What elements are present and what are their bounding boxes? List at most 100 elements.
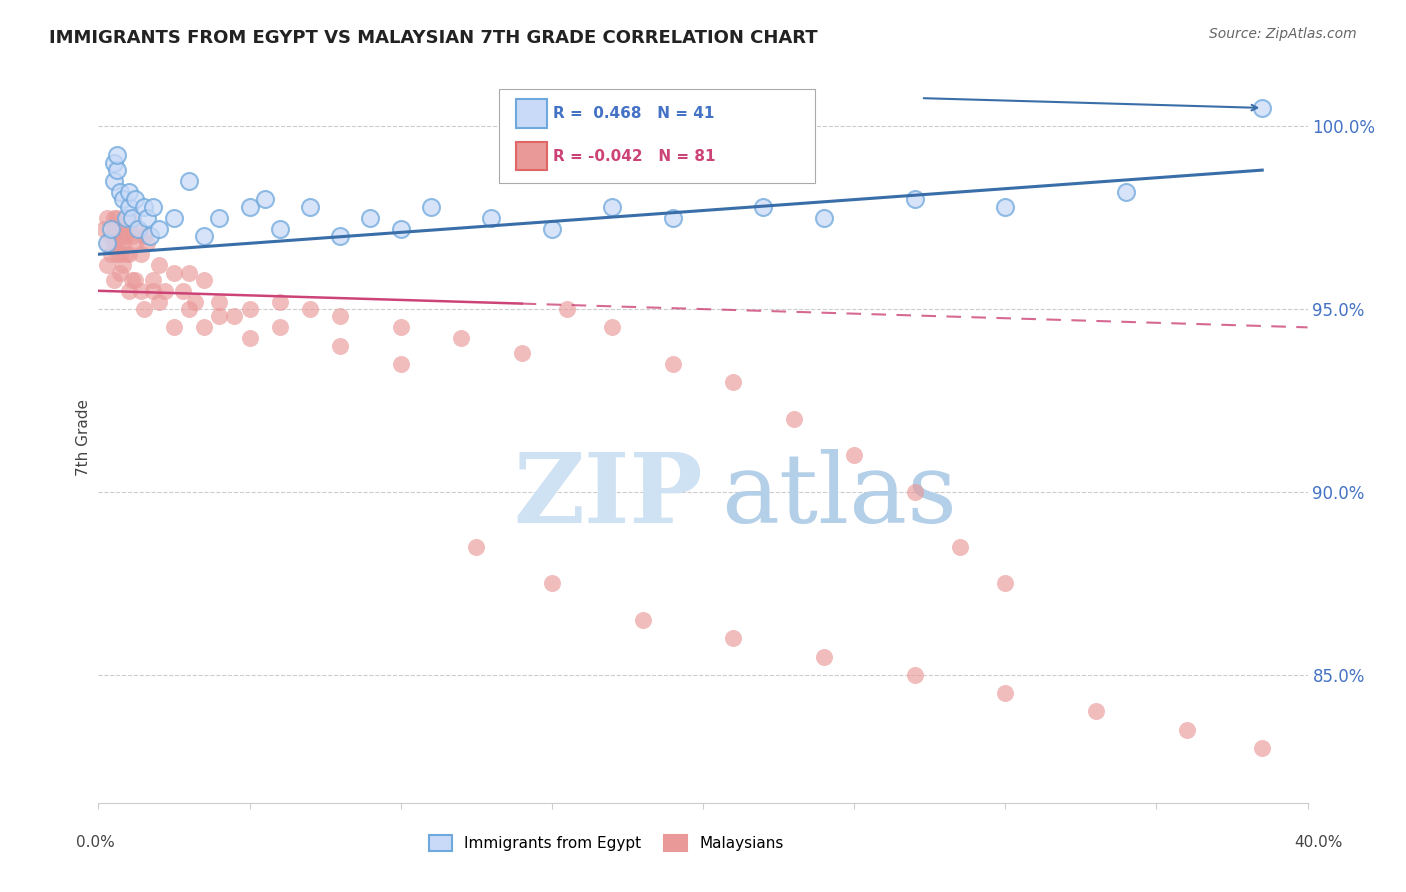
Point [208,310,231,324]
Point [132,200,155,214]
Point [904,668,927,682]
Point [193,273,215,287]
Point [153,284,176,298]
Point [904,485,927,500]
Point [127,221,149,235]
Point [360,211,382,225]
Point [121,229,143,244]
Point [163,211,186,225]
Point [114,229,136,244]
Point [148,294,170,309]
Point [132,302,155,317]
Point [904,193,927,207]
Point [253,193,276,207]
Point [121,273,143,287]
Point [163,266,186,280]
Point [118,185,141,199]
Point [389,357,412,371]
Y-axis label: 7th Grade: 7th Grade [76,399,91,475]
Point [96,258,118,272]
Point [723,376,745,390]
Point [193,229,215,244]
Text: ZIP: ZIP [513,449,703,542]
Point [96,211,118,225]
Point [299,200,322,214]
Point [118,284,141,298]
Point [269,320,291,334]
Point [813,649,835,664]
Point [208,294,231,309]
Point [540,576,562,591]
Point [994,686,1017,700]
Point [103,174,125,188]
Point [148,258,170,272]
Point [994,576,1017,591]
Point [118,221,141,235]
Point [555,302,578,317]
Point [148,221,170,235]
Point [121,211,143,225]
Point [239,331,262,345]
Point [111,236,134,251]
Point [269,294,291,309]
Point [103,221,125,235]
Point [103,211,125,225]
Point [129,284,152,298]
Point [105,247,128,261]
Point [124,193,146,207]
Point [602,200,624,214]
Point [783,412,806,426]
Point [184,294,207,309]
Point [602,320,624,334]
Text: 0.0%: 0.0% [76,836,115,850]
Point [1175,723,1198,737]
Point [299,302,322,317]
Point [142,273,165,287]
Point [1251,101,1274,115]
Point [100,229,122,244]
Point [96,236,118,251]
Point [108,266,131,280]
Point [108,185,131,199]
Point [105,148,128,162]
Point [329,229,352,244]
Point [103,236,125,251]
Point [389,320,412,334]
Point [661,357,683,371]
Point [127,221,149,235]
Point [994,200,1017,214]
Point [1085,705,1108,719]
Point [239,200,262,214]
Point [813,211,835,225]
Point [142,284,165,298]
Point [93,221,115,235]
Point [139,229,162,244]
Point [100,221,122,235]
Point [108,221,131,235]
Point [124,273,146,287]
Point [510,346,533,360]
Point [420,200,443,214]
Point [224,310,246,324]
Point [179,302,201,317]
Point [111,193,134,207]
Point [193,320,215,334]
Point [105,236,128,251]
Point [135,236,157,251]
Text: R = -0.042   N = 81: R = -0.042 N = 81 [553,149,716,163]
Point [661,211,683,225]
Point [1251,741,1274,756]
Point [752,200,775,214]
Point [135,211,157,225]
Point [540,221,562,235]
Point [118,211,141,225]
Point [844,449,866,463]
Point [450,331,472,345]
Point [132,229,155,244]
Point [172,284,194,298]
Text: R =  0.468   N = 41: R = 0.468 N = 41 [553,106,714,121]
Point [269,221,291,235]
Text: atlas: atlas [721,449,957,542]
Point [108,247,131,261]
Point [723,632,745,646]
